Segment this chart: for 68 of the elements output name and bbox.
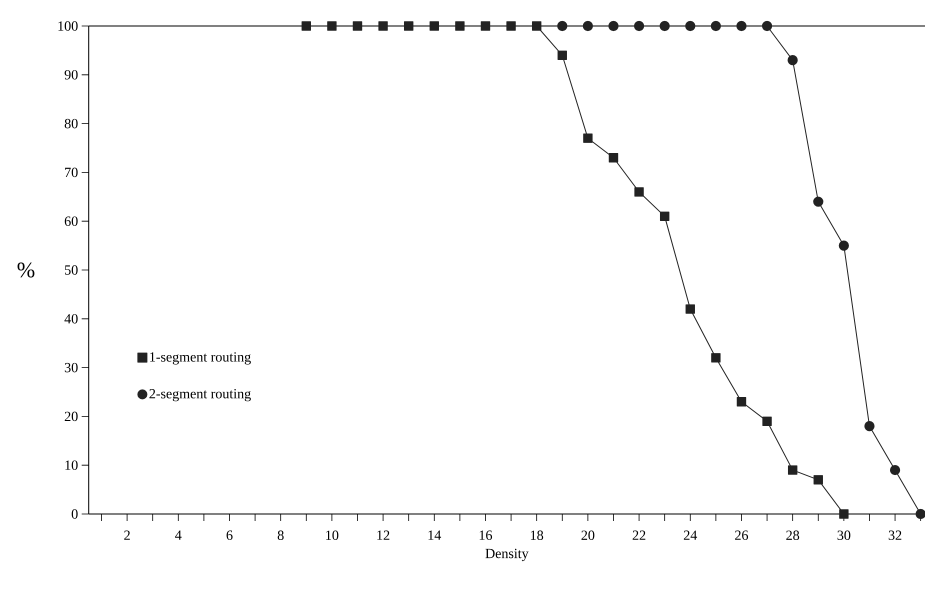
point — [634, 187, 644, 197]
point — [660, 212, 670, 222]
point — [890, 464, 900, 476]
x-tick-label: 10 — [326, 530, 338, 540]
point — [762, 20, 772, 32]
point — [736, 397, 746, 406]
y-tick-label: 20 — [64, 412, 78, 422]
y-tick-label: 10 — [65, 460, 78, 470]
point — [506, 21, 516, 31]
point — [736, 20, 747, 32]
y-axis-title: % — [18, 262, 34, 278]
x-tick-label: 28 — [786, 530, 800, 540]
x-axis-title: Density — [485, 548, 529, 562]
x-tick-label: 4 — [175, 530, 182, 540]
point — [557, 20, 568, 32]
y-tick-label: 70 — [65, 168, 78, 178]
y-tick-label: 60 — [64, 216, 78, 226]
legend-label: 1-segment routing — [150, 352, 251, 365]
point — [583, 134, 593, 143]
y-tick-label: 100 — [58, 21, 78, 31]
x-tick-label: 2 — [124, 530, 130, 540]
x-tick-label: 16 — [480, 530, 492, 540]
y-tick-label: 80 — [64, 118, 78, 128]
x-tick-label: 8 — [278, 530, 284, 540]
x-tick-label: 14 — [428, 530, 442, 540]
y-tick-label: 40 — [64, 314, 78, 324]
x-tick-label: 18 — [530, 530, 544, 540]
x-tick-label: 26 — [735, 530, 748, 540]
x-tick-label: 24 — [684, 530, 698, 540]
legend-label: 2-segment routing — [149, 389, 251, 402]
point — [608, 153, 618, 162]
point — [302, 21, 311, 31]
x-tick-label: 32 — [888, 530, 902, 540]
point — [660, 20, 670, 32]
point — [404, 21, 414, 31]
point — [558, 50, 567, 60]
y-tick-label: 30 — [64, 362, 78, 372]
x-tick-label: 20 — [581, 530, 594, 540]
point — [634, 20, 644, 32]
point — [916, 508, 925, 520]
point — [685, 20, 696, 32]
point — [582, 20, 593, 32]
point — [814, 475, 823, 485]
point — [327, 21, 337, 31]
point — [813, 196, 824, 207]
point — [711, 353, 721, 363]
point — [838, 240, 849, 251]
point — [686, 304, 695, 314]
x-tick-label: 22 — [632, 530, 646, 540]
point — [378, 21, 388, 31]
x-tick-label: 30 — [838, 530, 850, 540]
point — [608, 20, 619, 32]
x-tick-label: 6 — [226, 530, 233, 540]
point — [788, 465, 798, 475]
x-tick-label: 12 — [377, 530, 390, 540]
point — [762, 416, 772, 426]
point — [455, 21, 465, 31]
y-tick-label: 0 — [72, 509, 78, 519]
point — [710, 20, 721, 32]
point — [864, 421, 875, 432]
point — [839, 509, 849, 519]
y-tick-label: 50 — [64, 265, 78, 275]
y-tick-label: 90 — [64, 70, 78, 80]
point — [788, 55, 798, 66]
point — [430, 21, 439, 31]
point — [480, 21, 490, 31]
point — [532, 21, 542, 31]
point — [352, 21, 362, 31]
